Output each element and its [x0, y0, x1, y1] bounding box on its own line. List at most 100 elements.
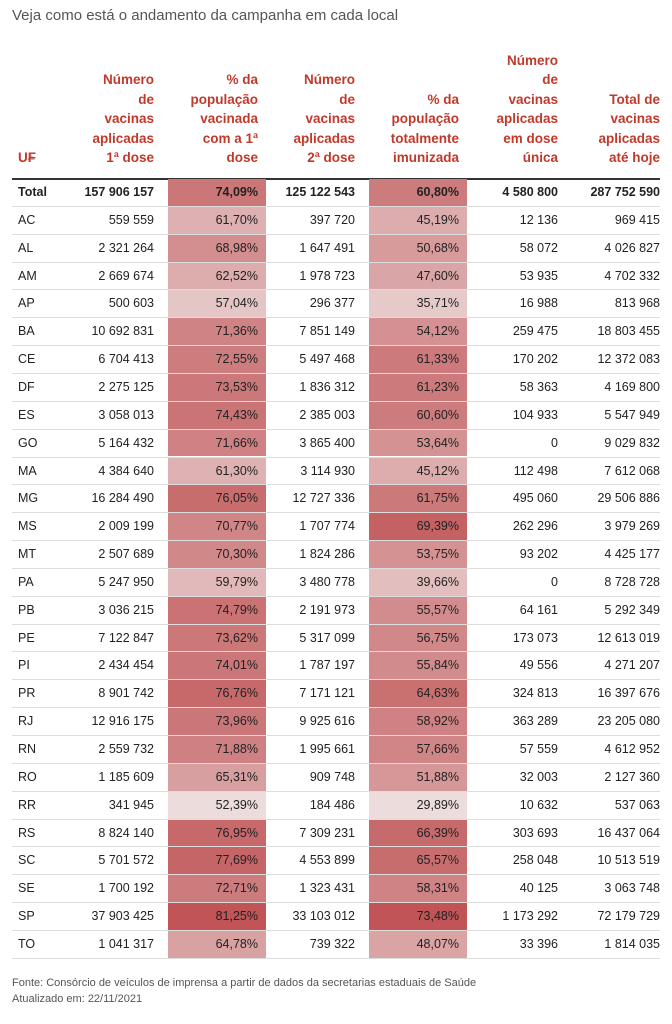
table-cell: 296 377 [309, 296, 355, 311]
column-header: de [339, 91, 355, 107]
table-cell: 12 727 336 [292, 491, 355, 506]
table-cell: 18 803 455 [597, 324, 660, 339]
table-cell: 363 289 [512, 714, 558, 729]
table-cell: 73,62% [215, 630, 258, 645]
heat-cell [168, 513, 266, 541]
table-cell: 1 173 292 [502, 909, 558, 924]
heat-cell [369, 568, 467, 596]
table-cell: 2 385 003 [299, 407, 355, 422]
heat-cell [168, 847, 266, 875]
table-cell: 324 813 [512, 686, 558, 701]
table-cell: 60,80% [416, 185, 459, 199]
table-cell: 10 513 519 [597, 853, 660, 868]
table-cell: 74,01% [215, 658, 258, 673]
heat-cell [369, 373, 467, 401]
table-cell: 0 [551, 435, 558, 450]
table-cell: 7 171 121 [299, 686, 355, 701]
table-cell: 8 728 728 [604, 574, 660, 589]
table-cell: 58,92% [416, 714, 459, 729]
table-cell: 1 647 491 [299, 240, 355, 255]
table-cell: 1 185 609 [98, 769, 154, 784]
table-cell: 909 748 [309, 769, 355, 784]
table-cell: 341 945 [108, 797, 154, 812]
column-header: Total de [609, 91, 660, 107]
heat-cell [168, 457, 266, 485]
sort-icon[interactable] [27, 154, 35, 161]
row-separator [12, 317, 660, 319]
table-cell: 7 612 068 [604, 463, 660, 478]
table-cell: 10 692 831 [91, 324, 154, 339]
table-cell: 2 321 264 [98, 240, 154, 255]
table-cell: 537 063 [614, 797, 660, 812]
column-header: em dose [503, 130, 558, 146]
table-cell: 3 036 215 [98, 602, 154, 617]
table-cell: 70,30% [215, 547, 258, 562]
table-cell: 54,12% [416, 324, 459, 339]
row-separator [12, 484, 660, 486]
heat-cell [369, 346, 467, 373]
table-cell: SE [18, 881, 35, 896]
table-cell: RR [18, 797, 37, 812]
table-cell: 1 787 197 [299, 658, 355, 673]
row-separator [12, 679, 660, 681]
column-header: vacinas [305, 111, 355, 126]
table-cell: 62,52% [215, 268, 258, 283]
column-header: 2ª dose [307, 150, 355, 165]
heat-cell [369, 485, 467, 513]
table-cell: 58 363 [519, 379, 558, 394]
column-header: com a 1ª [202, 130, 258, 146]
heat-cell [168, 262, 266, 290]
row-separator [12, 623, 660, 625]
table-cell: 4 580 800 [502, 185, 558, 199]
table-cell: 2 434 454 [98, 658, 154, 673]
table-cell: 287 752 590 [590, 185, 660, 199]
heat-cell [168, 234, 266, 262]
table-cell: 739 322 [309, 936, 355, 951]
table-cell: 73,48% [416, 909, 459, 924]
row-separator [12, 512, 660, 514]
table-cell: 1 707 774 [299, 519, 355, 534]
table-cell: 4 612 952 [604, 742, 660, 756]
heat-cell [369, 513, 467, 541]
table-cell: 45,12% [416, 463, 459, 478]
table-cell: 3 063 748 [604, 881, 660, 896]
table-cell: 55,57% [416, 602, 459, 617]
updated: Atualizado em: 22/11/2021 [12, 993, 143, 1005]
table-cell: 3 979 269 [604, 519, 660, 534]
column-header: aplicadas [92, 130, 154, 146]
column-header: 1ª dose [106, 150, 154, 165]
column-header: % da [226, 72, 258, 87]
heat-cell [369, 401, 467, 429]
table-cell: 2 127 360 [604, 769, 660, 784]
heat-cell [369, 206, 467, 234]
table-cell: TO [18, 936, 36, 951]
heat-cell [168, 736, 266, 763]
table-cell: SP [18, 909, 35, 924]
heat-cell [369, 318, 467, 346]
table-cell: 5 247 950 [98, 574, 154, 589]
table-cell: 259 475 [512, 324, 558, 339]
table-cell: 303 693 [512, 825, 558, 840]
heat-cell [168, 819, 266, 847]
heat-cell [168, 346, 266, 373]
row-separator [12, 902, 660, 904]
table-cell: 76,76% [215, 686, 258, 701]
table-cell: 59,79% [215, 574, 258, 589]
table-cell: 56,75% [416, 630, 459, 645]
table-cell: Total [18, 185, 47, 199]
heat-cell [168, 680, 266, 708]
table-cell: 40 125 [519, 881, 558, 896]
table-cell: 60,60% [416, 407, 459, 422]
heat-cell [168, 429, 266, 457]
table-cell: 1 700 192 [98, 881, 154, 896]
table-cell: 157 906 157 [84, 185, 154, 199]
table-cell: 1 814 035 [604, 936, 660, 951]
table-cell: 4 384 640 [98, 463, 154, 478]
heat-cell [369, 819, 467, 847]
table-cell: 2 275 125 [98, 379, 154, 394]
table-cell: 76,05% [215, 491, 258, 506]
row-separator [12, 790, 660, 792]
table-cell: 4 553 899 [299, 853, 355, 868]
table-cell: PR [18, 686, 36, 701]
table-cell: 29,89% [416, 797, 459, 812]
